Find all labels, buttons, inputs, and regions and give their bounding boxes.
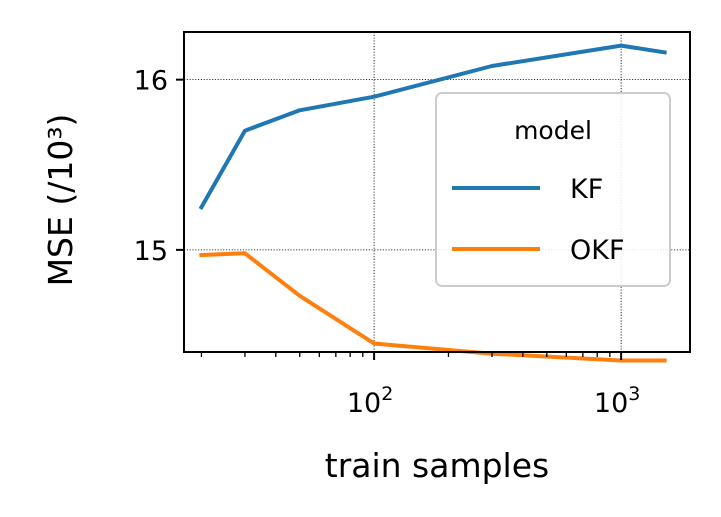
legend: model KF OKF — [435, 92, 671, 287]
series-line-okf — [199, 251, 667, 363]
axes-frame — [183, 31, 691, 353]
ticks: 15 16 102 103 — [134, 66, 641, 419]
legend-box — [435, 92, 671, 287]
y-tick-label: 15 — [134, 236, 168, 267]
x-axis-label: train samples — [325, 446, 549, 485]
series-line-kf — [198, 43, 667, 211]
legend-label-okf: OKF — [570, 235, 625, 266]
x-tick-label: 102 — [347, 383, 393, 419]
legend-title: model — [514, 116, 592, 145]
legend-label-kf: KF — [570, 174, 603, 205]
y-tick-label: 16 — [134, 66, 168, 97]
series-layer — [198, 43, 667, 363]
x-tick-label: 103 — [594, 383, 640, 419]
y-axis-label: MSE (/10³) — [41, 114, 80, 287]
